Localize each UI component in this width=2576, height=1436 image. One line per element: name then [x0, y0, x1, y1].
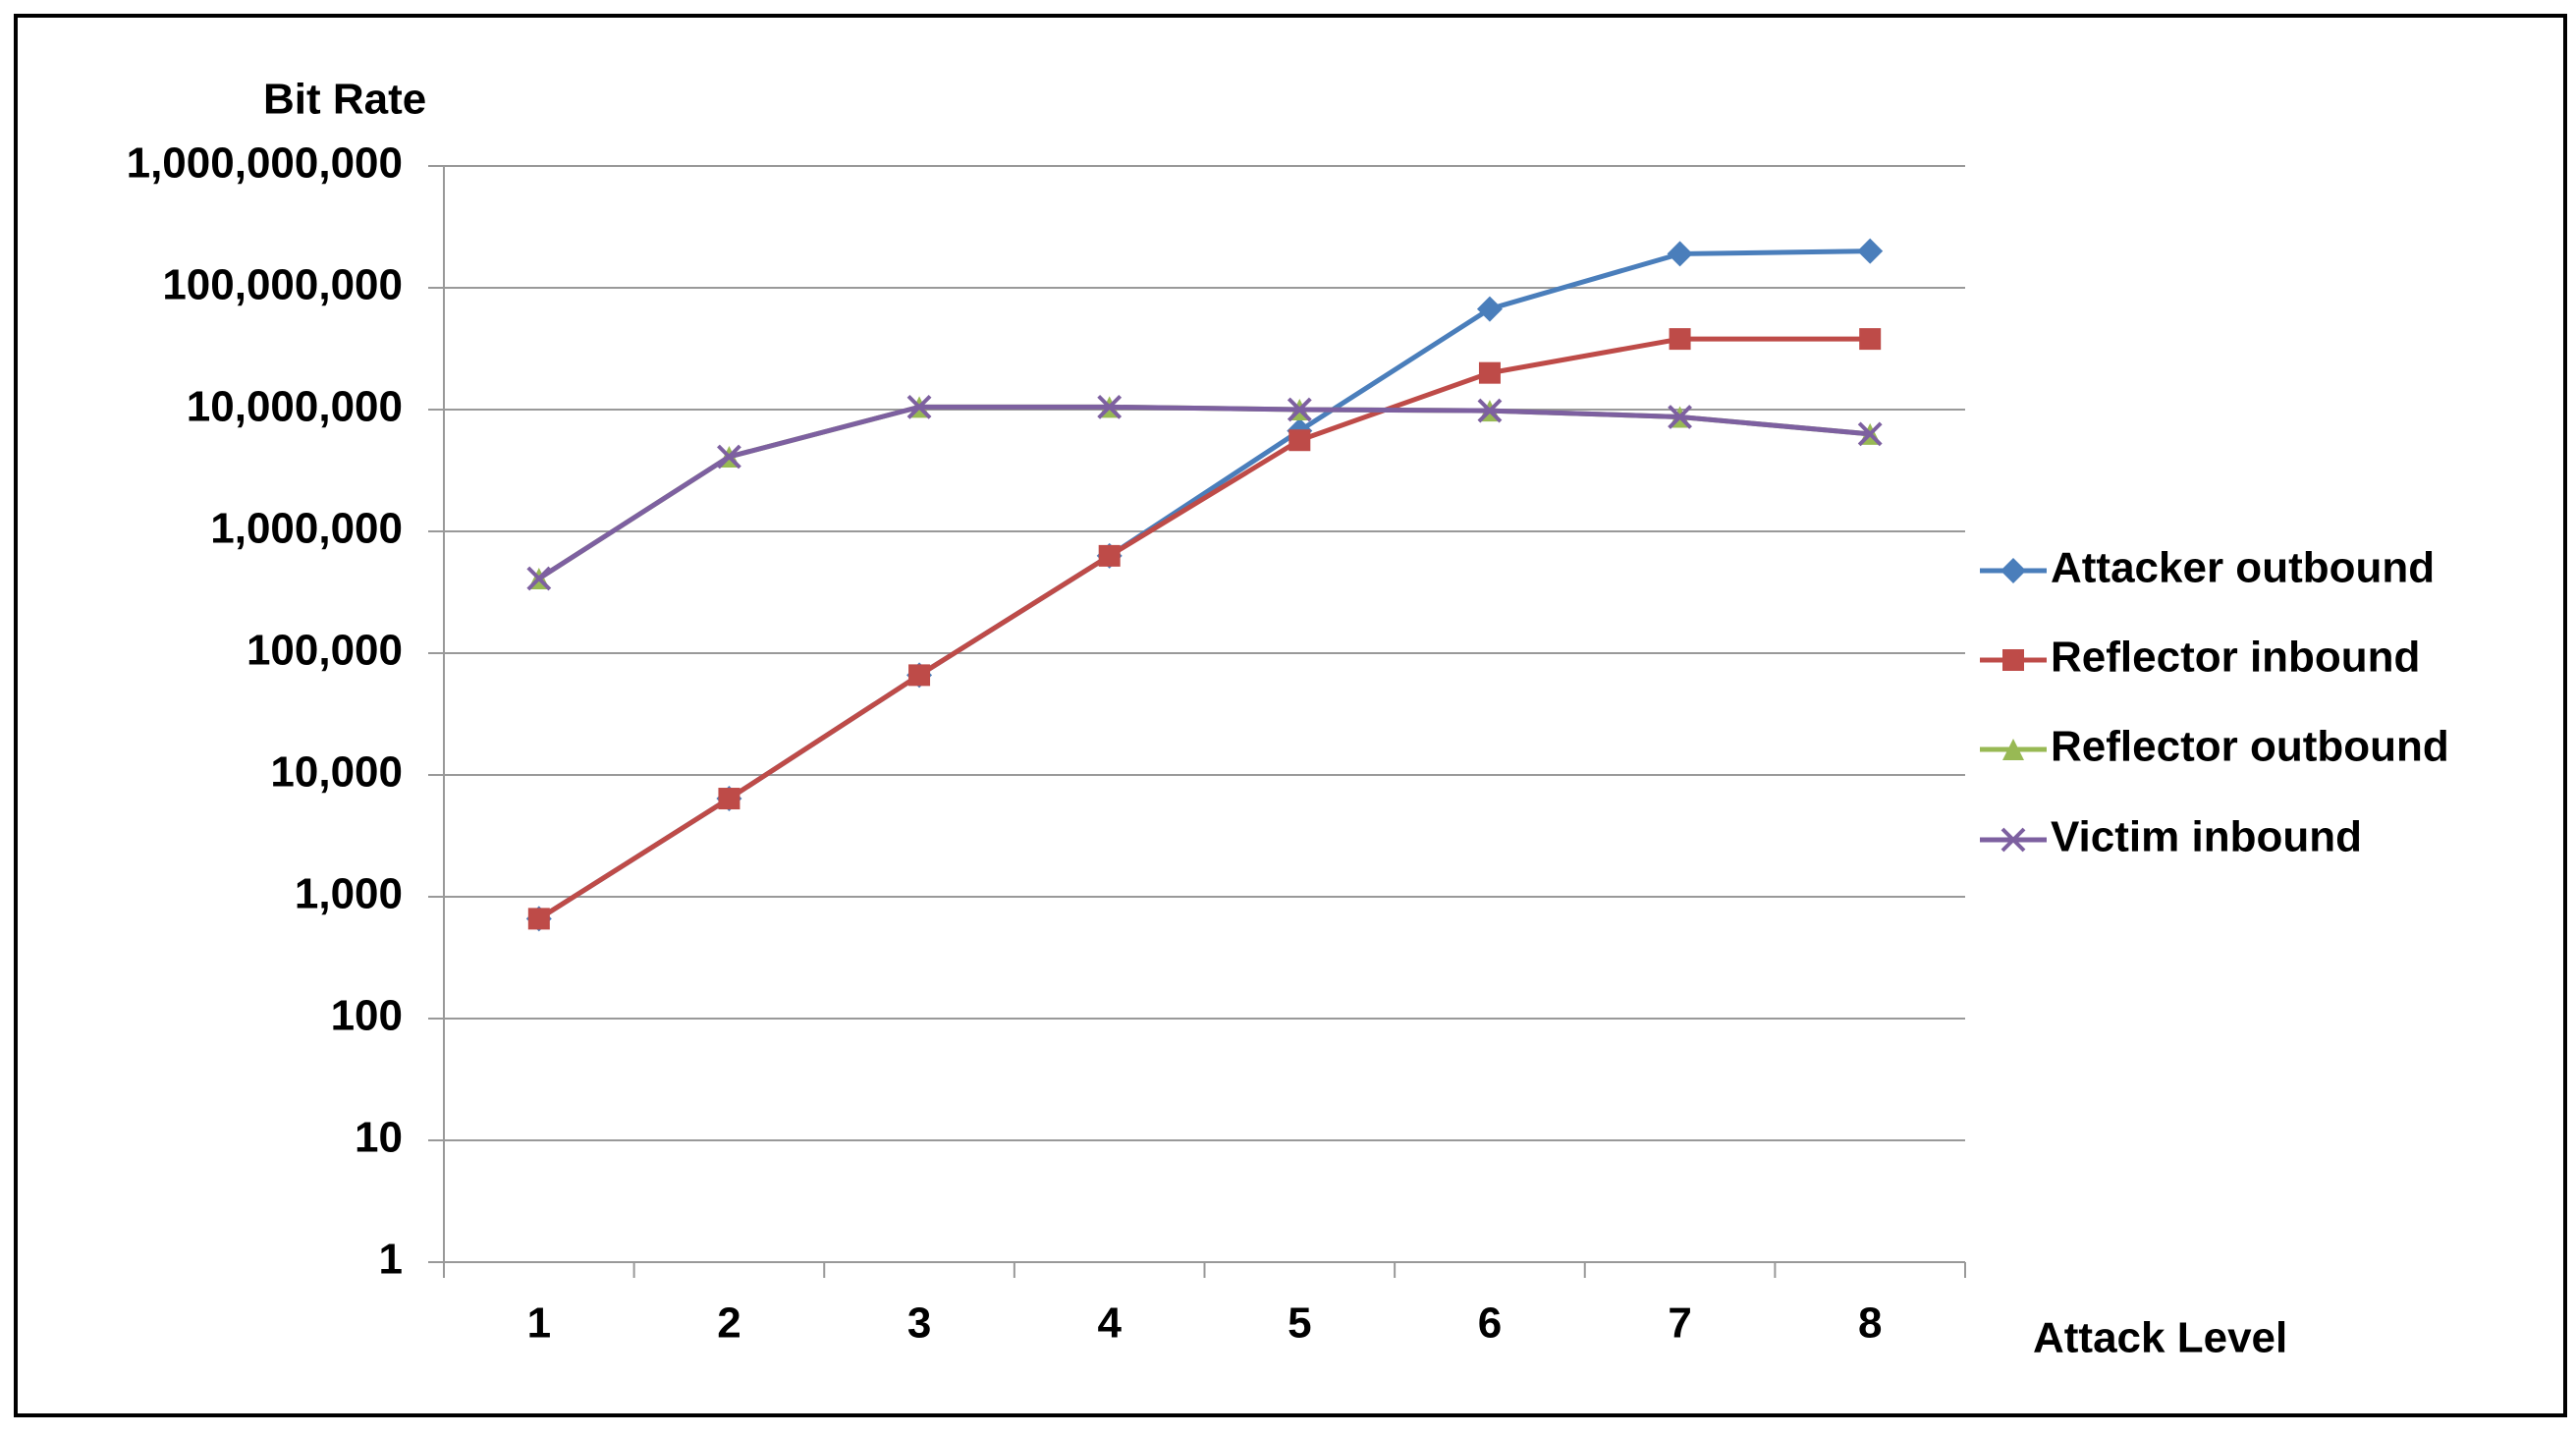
data-point	[1477, 398, 1503, 423]
x-tick-label: 7	[1668, 1299, 1691, 1348]
legend-marker	[2002, 739, 2024, 760]
legend-label: Reflector outbound	[2051, 723, 2449, 771]
y-tick-label: 1	[379, 1236, 403, 1284]
y-tick-label: 1,000,000	[210, 505, 403, 553]
y-tick-label: 10,000	[270, 748, 403, 797]
x-tick-label: 6	[1478, 1299, 1502, 1348]
y-tick-label: 10,000,000	[187, 383, 403, 431]
data-point	[1857, 421, 1883, 447]
legend-label: Reflector inbound	[2051, 634, 2420, 682]
data-point	[1478, 361, 1501, 384]
x-tick-label: 4	[1097, 1299, 1122, 1348]
frame	[14, 14, 2567, 1417]
legend-label: Attacker outbound	[2051, 544, 2435, 592]
data-point	[906, 394, 932, 419]
data-point	[1098, 544, 1121, 567]
y-tick-label: 1,000	[295, 870, 403, 918]
data-point	[1288, 429, 1311, 452]
y-tick-label: 1,000,000,000	[127, 139, 403, 188]
data-point	[1859, 328, 1882, 351]
x-tick-label: 2	[717, 1299, 740, 1348]
series-line	[537, 404, 1871, 581]
legend-marker	[2001, 827, 2026, 853]
data-point	[1287, 397, 1312, 422]
data-point	[717, 444, 741, 469]
data-point	[1669, 328, 1691, 351]
series-line	[537, 336, 1871, 921]
data-point	[527, 908, 550, 930]
y-tick-label: 10	[355, 1114, 403, 1162]
x-axis-label: Attack Level	[2033, 1314, 2287, 1362]
data-point	[526, 566, 552, 591]
y-axis-label: Bit Rate	[263, 76, 426, 124]
legend-marker	[2002, 649, 2024, 671]
data-point	[1667, 241, 1693, 267]
y-tick-label: 100,000,000	[162, 261, 403, 309]
legend-label: Victim inbound	[2051, 813, 2362, 861]
x-tick-label: 8	[1858, 1299, 1882, 1348]
y-tick-label: 100	[331, 992, 403, 1040]
y-tick-label: 100,000	[247, 627, 403, 675]
data-point	[908, 664, 931, 687]
x-tick-label: 3	[907, 1299, 931, 1348]
data-point	[1097, 394, 1123, 419]
data-point	[1668, 405, 1692, 429]
legend-marker	[2001, 558, 2026, 583]
data-point	[1476, 296, 1503, 322]
x-tick-label: 1	[527, 1299, 551, 1348]
data-point	[718, 788, 740, 810]
data-point	[1857, 238, 1884, 264]
x-tick-label: 5	[1288, 1299, 1311, 1348]
